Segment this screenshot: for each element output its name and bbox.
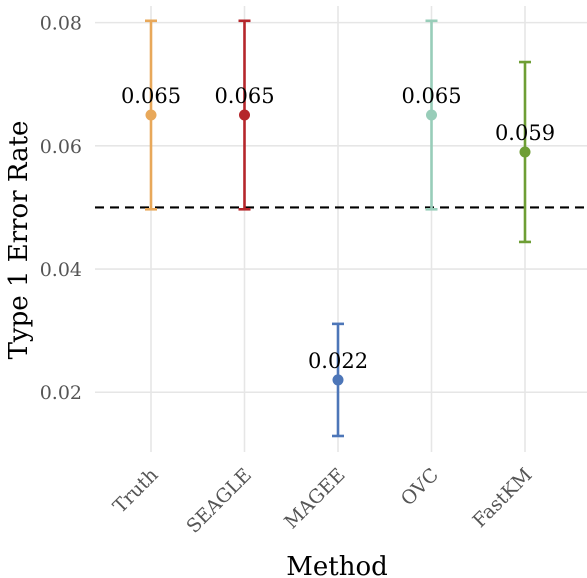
- data-label-magee: 0.022: [308, 349, 368, 373]
- y-tick-label-1: 0.04: [40, 259, 82, 281]
- series-point-seagle: 0.065: [214, 19, 275, 211]
- data-point-ovc: [426, 109, 437, 121]
- y-axis-title: Type 1 Error Rate: [4, 121, 34, 360]
- series-point-magee: 0.022: [308, 322, 368, 438]
- x-tick-labels: Truth SEAGLE MAGEE OVC FastKM: [109, 464, 537, 538]
- data-label-ovc: 0.065: [401, 84, 461, 108]
- data-point-magee: [332, 374, 344, 386]
- series-point-truth: 0.065: [121, 19, 181, 211]
- series-point-ovc: 0.065: [401, 19, 462, 211]
- y-tick-label-0: 0.02: [40, 382, 82, 404]
- data-label-seagle: 0.065: [214, 84, 274, 108]
- data-label-fastkm: 0.059: [495, 121, 555, 145]
- marks-layer: 0.065 0.065 0.022 0.065 0.059: [121, 19, 555, 438]
- x-tick-label-truth: Truth: [109, 464, 163, 518]
- series-point-fastkm: 0.059: [495, 60, 555, 244]
- data-point-truth: [145, 109, 157, 121]
- data-point-seagle: [239, 109, 250, 121]
- x-axis-title: Method: [286, 552, 388, 578]
- x-tick-label-ovc: OVC: [397, 464, 443, 510]
- x-tick-label-seagle: SEAGLE: [182, 464, 256, 538]
- y-tick-label-2: 0.06: [40, 136, 82, 158]
- grid-layer: [95, 6, 587, 452]
- data-point-fastkm: [519, 146, 531, 158]
- y-tick-labels: 0.02 0.04 0.06 0.08: [40, 13, 82, 405]
- x-tick-label-fastkm: FastKM: [468, 464, 536, 532]
- data-label-truth: 0.065: [121, 84, 181, 108]
- x-tick-label-magee: MAGEE: [280, 464, 349, 533]
- y-tick-label-3: 0.08: [40, 13, 82, 35]
